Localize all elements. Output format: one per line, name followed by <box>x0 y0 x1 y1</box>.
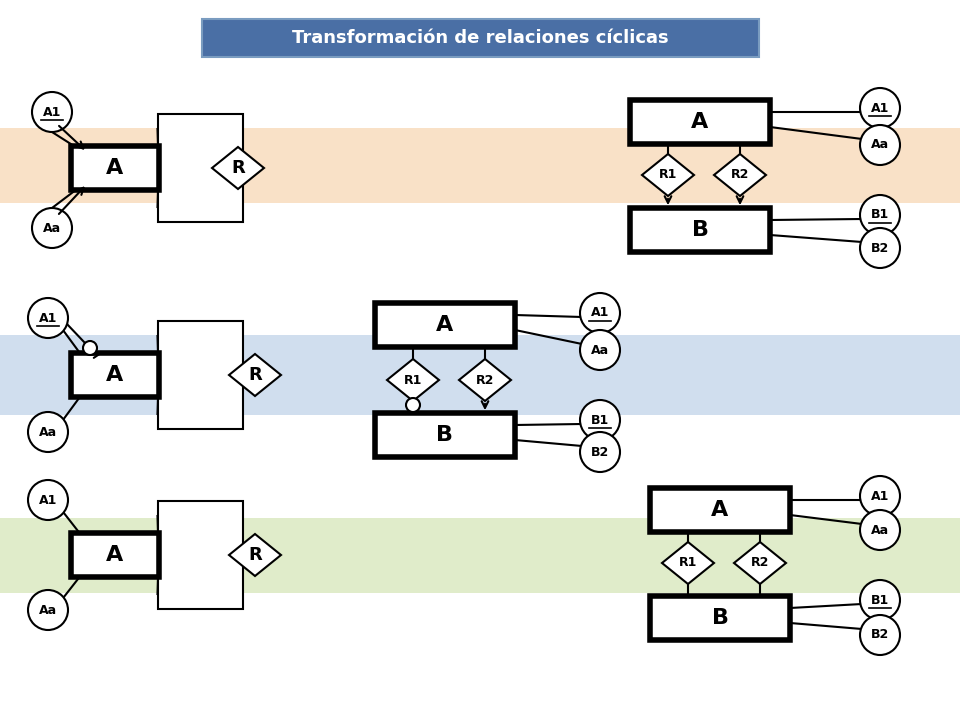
Circle shape <box>860 510 900 550</box>
Text: A: A <box>107 365 124 385</box>
Text: R1: R1 <box>679 557 697 570</box>
Bar <box>375 303 515 347</box>
Text: Aa: Aa <box>43 222 61 235</box>
Circle shape <box>32 208 72 248</box>
Circle shape <box>860 125 900 165</box>
Circle shape <box>580 400 620 440</box>
Text: R: R <box>231 159 245 177</box>
Text: A1: A1 <box>38 312 58 325</box>
Bar <box>157 114 243 222</box>
Circle shape <box>28 298 68 338</box>
Polygon shape <box>662 542 714 584</box>
Text: R2: R2 <box>731 168 749 181</box>
Bar <box>71 533 159 577</box>
Circle shape <box>580 293 620 333</box>
Bar <box>375 413 515 457</box>
Text: A: A <box>107 158 124 178</box>
Polygon shape <box>734 542 786 584</box>
Text: A1: A1 <box>590 307 610 320</box>
Polygon shape <box>387 359 439 401</box>
Bar <box>650 596 790 640</box>
Bar <box>0 127 960 202</box>
Text: B1: B1 <box>871 209 889 222</box>
Bar <box>0 518 960 593</box>
Bar <box>650 488 790 532</box>
Circle shape <box>406 398 420 412</box>
Text: B: B <box>691 220 708 240</box>
Text: B2: B2 <box>590 446 610 459</box>
Text: Transformación de relaciones cíclicas: Transformación de relaciones cíclicas <box>292 29 668 47</box>
Text: B1: B1 <box>590 413 610 426</box>
Circle shape <box>860 476 900 516</box>
Circle shape <box>860 195 900 235</box>
Text: B2: B2 <box>871 629 889 642</box>
Polygon shape <box>714 154 766 196</box>
Text: R2: R2 <box>476 374 494 387</box>
Polygon shape <box>459 359 511 401</box>
Circle shape <box>580 330 620 370</box>
Text: Aa: Aa <box>871 138 889 151</box>
Text: R: R <box>248 366 262 384</box>
Text: Aa: Aa <box>871 523 889 536</box>
Bar <box>630 100 770 144</box>
Bar <box>71 146 159 190</box>
Bar <box>157 501 243 609</box>
Text: B: B <box>711 608 729 628</box>
Polygon shape <box>229 354 281 396</box>
Bar <box>157 321 243 429</box>
Circle shape <box>580 432 620 472</box>
Text: A: A <box>107 545 124 565</box>
Text: A: A <box>437 315 454 335</box>
Text: R1: R1 <box>404 374 422 387</box>
Text: A1: A1 <box>871 490 889 503</box>
Text: Aa: Aa <box>39 426 57 438</box>
Circle shape <box>28 590 68 630</box>
Bar <box>0 335 960 415</box>
Text: R1: R1 <box>659 168 677 181</box>
Text: B1: B1 <box>871 593 889 606</box>
FancyBboxPatch shape <box>202 19 758 57</box>
Circle shape <box>860 615 900 655</box>
Circle shape <box>32 92 72 132</box>
Text: A1: A1 <box>38 493 58 506</box>
Circle shape <box>860 580 900 620</box>
Polygon shape <box>642 154 694 196</box>
Text: Aa: Aa <box>591 343 609 356</box>
Circle shape <box>28 480 68 520</box>
Text: B: B <box>437 425 453 445</box>
Text: B2: B2 <box>871 241 889 254</box>
Text: Aa: Aa <box>39 603 57 616</box>
Circle shape <box>860 228 900 268</box>
Text: A1: A1 <box>871 102 889 114</box>
Bar <box>71 353 159 397</box>
Text: A: A <box>711 500 729 520</box>
Text: A1: A1 <box>43 106 61 119</box>
Polygon shape <box>229 534 281 576</box>
Circle shape <box>83 341 97 355</box>
Circle shape <box>860 88 900 128</box>
Text: A: A <box>691 112 708 132</box>
Bar <box>630 208 770 252</box>
Text: R: R <box>248 546 262 564</box>
Polygon shape <box>212 147 264 189</box>
Text: R2: R2 <box>751 557 769 570</box>
Circle shape <box>28 412 68 452</box>
